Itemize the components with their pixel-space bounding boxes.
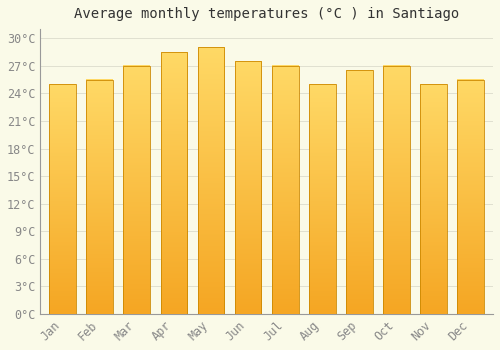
- Title: Average monthly temperatures (°C ) in Santiago: Average monthly temperatures (°C ) in Sa…: [74, 7, 460, 21]
- Bar: [124, 66, 150, 314]
- Bar: [235, 61, 262, 314]
- Bar: [383, 66, 410, 314]
- Bar: [160, 52, 188, 314]
- Bar: [420, 84, 447, 314]
- Bar: [458, 79, 484, 314]
- Bar: [309, 84, 336, 314]
- Bar: [86, 79, 113, 314]
- Bar: [49, 84, 76, 314]
- Bar: [272, 66, 298, 314]
- Bar: [198, 48, 224, 314]
- Bar: [346, 70, 373, 314]
